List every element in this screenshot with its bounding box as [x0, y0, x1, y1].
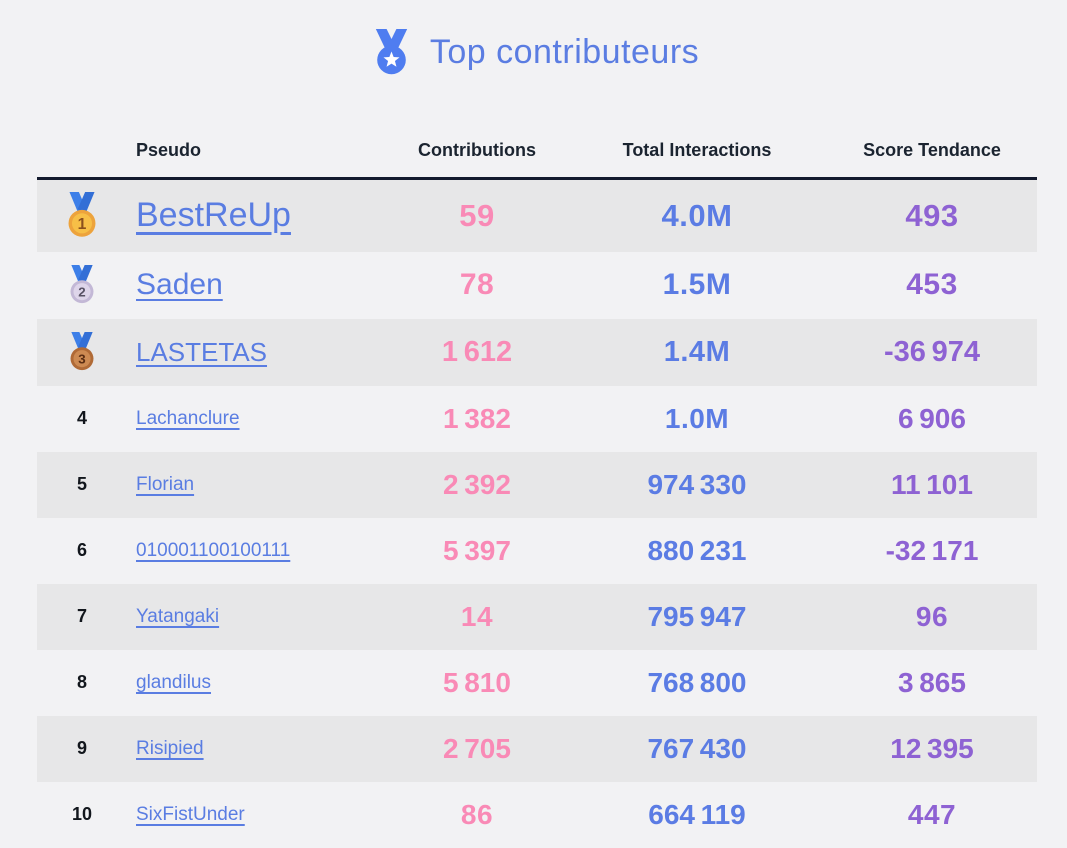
pseudo-cell: Florian — [127, 452, 387, 518]
pseudo-link[interactable]: glandilus — [136, 671, 211, 693]
table-row-rank-4: 4 Lachanclure 1 382 1.0M 6 906 — [37, 386, 1037, 452]
score-value: 6 906 — [898, 402, 966, 434]
interactions-value: 1.4M — [663, 335, 731, 368]
interactions-value: 768 800 — [647, 666, 747, 698]
rank-cell: 10 — [71, 804, 93, 824]
th-rank-spacer — [37, 110, 127, 180]
th-total-interactions: Total Interactions — [567, 110, 827, 180]
page-header: Top contributeurs — [0, 0, 1067, 76]
pseudo-cell: LASTETAS — [127, 319, 387, 386]
pseudo-link[interactable]: Saden — [136, 268, 223, 301]
pseudo-cell: Yatangaki — [127, 584, 387, 650]
pseudo-cell: glandilus — [127, 650, 387, 716]
th-score-tendance: Score Tendance — [827, 110, 1037, 180]
pseudo-link[interactable]: Lachanclure — [136, 407, 240, 429]
pseudo-link[interactable]: 010001100100111 — [136, 539, 291, 561]
pseudo-link[interactable]: LASTETAS — [136, 336, 268, 367]
pseudo-cell: Lachanclure — [127, 386, 387, 452]
svg-text:3: 3 — [78, 351, 85, 366]
score-value: 3 865 — [898, 666, 966, 698]
rank-cell: 6 — [76, 540, 87, 560]
pseudo-cell: 010001100100111 — [127, 518, 387, 584]
rank-cell: 5 — [76, 474, 87, 494]
score-value: 96 — [915, 600, 949, 632]
table-row-rank-2: 2 Saden 78 1.5M 453 — [37, 252, 1037, 319]
interactions-value: 4.0M — [661, 197, 733, 233]
interactions-value: 974 330 — [647, 468, 747, 500]
score-value: 447 — [907, 798, 957, 830]
contributions-value: 1 612 — [441, 335, 513, 368]
pseudo-link[interactable]: BestReUp — [136, 196, 291, 235]
rank-cell: 4 — [76, 408, 87, 428]
contributions-value: 14 — [460, 600, 494, 632]
pseudo-cell: Saden — [127, 252, 387, 319]
table-row-rank-6: 6 010001100100111 5 397 880 231 -32 171 — [37, 518, 1037, 584]
pseudo-link[interactable]: Florian — [136, 473, 195, 495]
pseudo-link[interactable]: Yatangaki — [136, 605, 220, 627]
th-pseudo: Pseudo — [127, 110, 387, 180]
rank-cell: 3 — [37, 319, 127, 386]
score-value: 493 — [905, 197, 959, 233]
rank-cell: 9 — [76, 738, 87, 758]
contributions-value: 2 705 — [443, 732, 511, 764]
contributions-value: 1 382 — [443, 402, 511, 434]
top-contributors-table: Pseudo Contributions Total Interactions … — [37, 110, 1037, 848]
contributions-value: 78 — [459, 268, 495, 301]
table-row-rank-8: 8 glandilus 5 810 768 800 3 865 — [37, 650, 1037, 716]
rank-cell: 8 — [76, 672, 87, 692]
contributions-value: 59 — [459, 197, 495, 233]
pseudo-cell: Risipied — [127, 716, 387, 782]
table-row-rank-7: 7 Yatangaki 14 795 947 96 — [37, 583, 1037, 650]
contributions-value: 5 810 — [443, 666, 511, 698]
rank-cell: 7 — [76, 606, 87, 626]
contributions-value: 5 397 — [443, 534, 511, 566]
pseudo-cell: SixFistUnder — [127, 782, 387, 848]
table-row-rank-10: 10 SixFistUnder 86 664 119 447 — [37, 782, 1037, 848]
table-row-rank-1: 1 BestReUp 59 4.0M 493 — [37, 178, 1037, 252]
page-title: Top contributeurs — [429, 32, 700, 71]
interactions-value: 767 430 — [647, 732, 747, 764]
pseudo-link[interactable]: Risipied — [136, 737, 204, 759]
pseudo-link[interactable]: SixFistUnder — [136, 803, 245, 825]
table-row-rank-9: 9 Risipied 2 705 767 430 12 395 — [37, 715, 1037, 782]
interactions-value: 880 231 — [647, 534, 747, 566]
score-value: 12 395 — [890, 732, 974, 764]
pseudo-cell: BestReUp — [127, 179, 387, 252]
th-contributions: Contributions — [387, 110, 567, 180]
medal-3-icon: 3 — [70, 332, 94, 371]
interactions-value: 1.5M — [662, 268, 732, 301]
rank-cell: 2 — [37, 252, 127, 319]
contributions-value: 86 — [460, 798, 494, 830]
score-value: -36 974 — [883, 335, 981, 368]
table-row-rank-5: 5 Florian 2 392 974 330 11 101 — [37, 451, 1037, 518]
interactions-value: 664 119 — [648, 798, 746, 830]
medal-2-icon: 2 — [70, 265, 94, 304]
interactions-value: 1.0M — [664, 402, 730, 434]
medal-1-icon: 1 — [68, 192, 96, 238]
table-header: Pseudo Contributions Total Interactions … — [37, 110, 1037, 180]
score-value: 11 101 — [891, 468, 973, 500]
contributions-value: 2 392 — [443, 468, 511, 500]
rank-cell: 1 — [37, 179, 127, 252]
score-value: 453 — [906, 268, 958, 301]
table-row-rank-3: 3 LASTETAS 1 612 1.4M -36 974 — [37, 318, 1037, 386]
score-value: -32 171 — [885, 534, 979, 566]
svg-text:1: 1 — [78, 216, 87, 233]
medal-star-icon — [375, 28, 408, 74]
interactions-value: 795 947 — [647, 600, 747, 632]
svg-text:2: 2 — [78, 284, 85, 299]
